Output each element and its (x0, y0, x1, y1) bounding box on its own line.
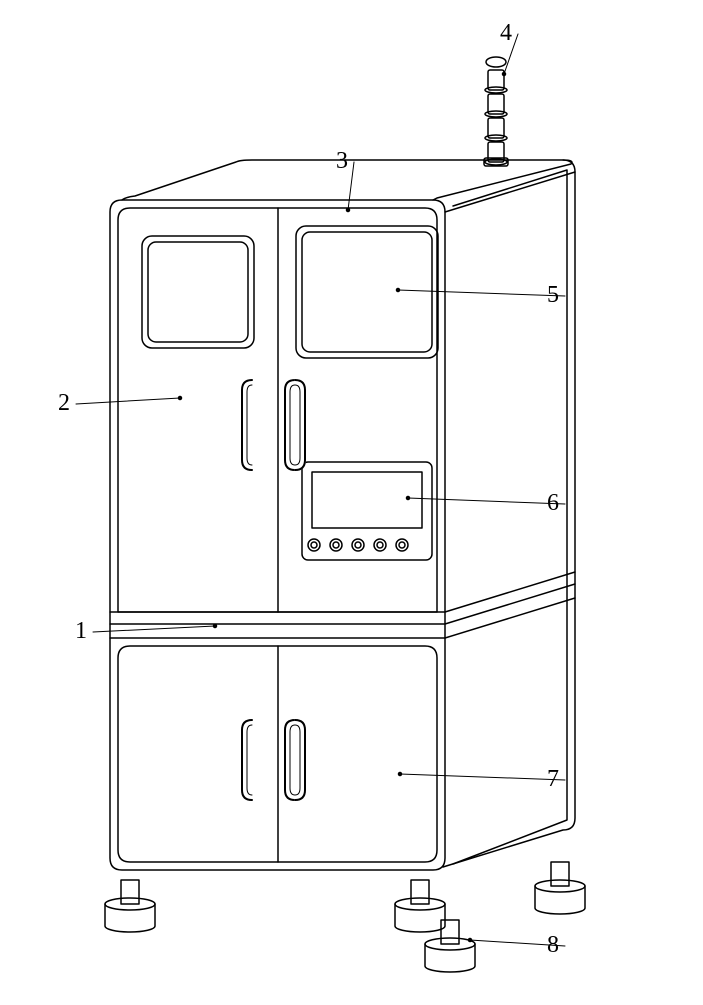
callout-label-5: 5 (547, 282, 559, 309)
machine-diagram (0, 0, 703, 1000)
callout-label-1: 1 (75, 618, 87, 645)
callout-label-6: 6 (547, 490, 559, 517)
callout-label-2: 2 (58, 390, 70, 417)
callout-label-7: 7 (547, 766, 559, 793)
callout-label-4: 4 (500, 20, 512, 47)
callout-label-3: 3 (336, 148, 348, 175)
diagram-svg (0, 0, 703, 1000)
callout-label-8: 8 (547, 932, 559, 959)
